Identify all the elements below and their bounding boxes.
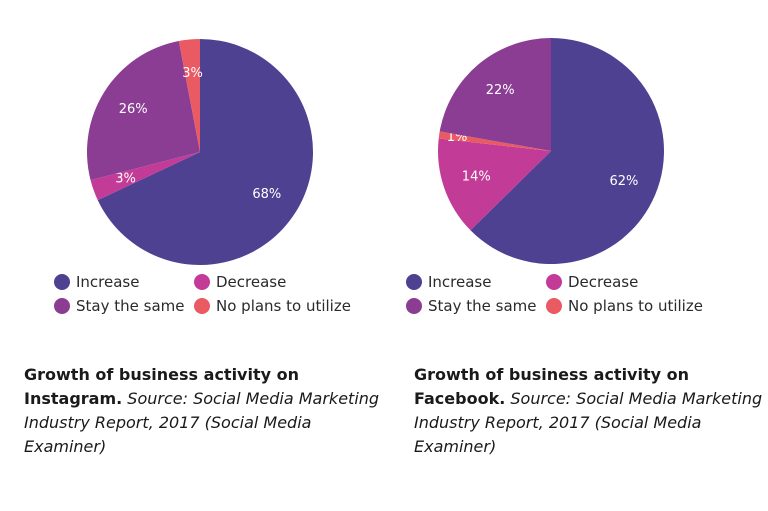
pie-slice-increase — [470, 38, 664, 264]
legend-label: Increase — [428, 273, 492, 291]
pie-slice-increase — [97, 39, 313, 265]
legend-swatch-no-plans — [194, 298, 210, 314]
legend-label: Increase — [76, 273, 140, 291]
legend-swatch-decrease — [194, 274, 210, 290]
slice-value-label: 22% — [486, 83, 515, 98]
legend-item-no-plans: No plans to utilize — [546, 297, 703, 315]
legend-item-stay-the-same: Stay the same — [406, 297, 536, 315]
legend-item-no-plans: No plans to utilize — [194, 297, 351, 315]
legend-label: Stay the same — [428, 297, 537, 315]
legend-label: No plans to utilize — [568, 297, 703, 315]
caption-platform: Facebook. — [414, 389, 506, 408]
slice-value-label: 62% — [610, 174, 639, 189]
caption-bold-line: Growth of business activity on — [414, 365, 689, 384]
legend-swatch-increase — [54, 274, 70, 290]
caption-bold-line: Growth of business activity on — [24, 365, 299, 384]
slice-value-label: 14% — [462, 169, 491, 184]
facebook-pie-chart: 62%14%1%22% — [438, 38, 664, 264]
slice-value-label: 3% — [182, 66, 203, 81]
legend-item-increase: Increase — [406, 273, 491, 291]
legend-swatch-no-plans — [546, 298, 562, 314]
legend-item-decrease: Decrease — [194, 273, 286, 291]
slice-value-label: 68% — [252, 187, 281, 202]
caption-source: Source: Social Media Marketing Industry … — [414, 389, 763, 456]
facebook-caption: Growth of business activity on Facebook.… — [414, 363, 768, 459]
slice-value-label: 3% — [115, 171, 136, 186]
pie-slice-decrease — [438, 138, 551, 231]
legend-swatch-stay-the-same — [406, 298, 422, 314]
pie-slice-stay-the-same — [439, 38, 551, 151]
pie-slice-no-plans-to-utilize — [438, 131, 551, 151]
pie-slice-no-plans-to-utilize — [178, 39, 200, 152]
legend-swatch-decrease — [546, 274, 562, 290]
facebook-chart-panel: 62% 14% 1% 22% Increase Decrease Stay the s… — [384, 0, 768, 511]
legend-label: No plans to utilize — [216, 297, 351, 315]
pie-slice-decrease — [90, 152, 200, 201]
legend-label: Decrease — [216, 273, 287, 291]
legend-swatch-stay-the-same — [54, 298, 70, 314]
caption-source: Source: Social Media Marketing Industry … — [24, 389, 380, 456]
instagram-caption: Growth of business activity on Instagram… — [24, 363, 384, 459]
caption-platform: Instagram. — [24, 389, 123, 408]
slice-value-label: 26% — [119, 102, 148, 117]
legend-item-stay-the-same: Stay the same — [54, 297, 184, 315]
legend-item-decrease: Decrease — [546, 273, 638, 291]
legend-label: Decrease — [568, 273, 639, 291]
legend-swatch-increase — [406, 274, 422, 290]
legend-item-increase: Increase — [54, 273, 139, 291]
legend-label: Stay the same — [76, 297, 185, 315]
instagram-pie-chart: 68% 3% 26% 3% — [87, 39, 313, 265]
pie-slice-stay-the-same — [87, 41, 200, 181]
instagram-chart-panel: 68% 3% 26% 3% Increase Decrease Stay the sa… — [24, 39, 384, 459]
